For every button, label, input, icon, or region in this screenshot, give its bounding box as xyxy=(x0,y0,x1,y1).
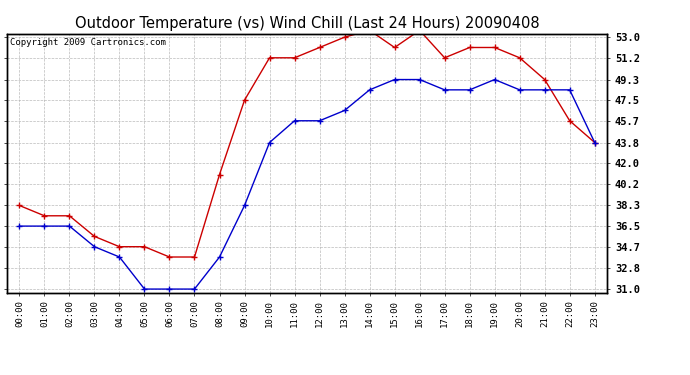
Text: Copyright 2009 Cartronics.com: Copyright 2009 Cartronics.com xyxy=(10,38,166,46)
Title: Outdoor Temperature (vs) Wind Chill (Last 24 Hours) 20090408: Outdoor Temperature (vs) Wind Chill (Las… xyxy=(75,16,540,31)
